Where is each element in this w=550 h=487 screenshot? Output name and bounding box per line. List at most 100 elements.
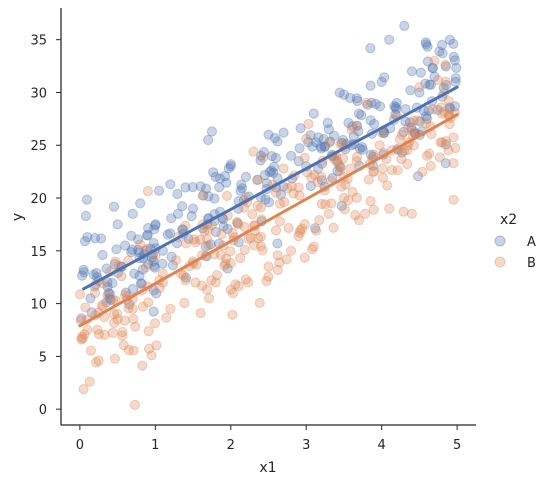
data-point [111,244,122,255]
data-point [344,92,356,104]
data-point [123,344,134,356]
data-point [362,99,373,110]
data-point [84,376,95,387]
x-tick-label: 4 [378,438,386,453]
data-point [286,245,297,256]
data-point [127,303,138,314]
data-point [310,137,321,148]
data-point [363,174,374,185]
data-point [134,270,145,281]
data-point [412,115,423,126]
data-point [365,115,376,126]
data-point [258,152,269,163]
data-point [450,73,461,84]
data-point [255,202,267,213]
data-point [165,228,176,239]
data-point [347,186,358,197]
data-point [421,111,432,122]
data-point [436,102,447,113]
y-tick-label: 10 [30,298,47,313]
data-point [422,56,433,67]
data-point [293,231,304,242]
data-point [151,340,162,351]
data-point [108,201,120,212]
data-point [197,190,209,201]
data-point [376,76,387,88]
data-point [252,174,263,185]
data-point [261,178,272,189]
data-point [335,162,346,173]
data-point [402,145,413,156]
data-point [137,264,148,275]
data-point [149,318,161,329]
data-point [440,158,451,169]
data-point [259,170,270,181]
data-point [450,142,461,154]
data-point [172,208,184,219]
data-point [130,321,141,332]
data-point [203,240,214,251]
data-point [269,132,280,144]
data-point [154,282,165,294]
data-point [149,260,160,271]
data-point [221,177,232,188]
data-point [261,275,272,287]
data-point [201,234,213,245]
data-point [120,240,131,251]
data-point [305,130,316,141]
data-point [243,277,254,288]
data-point [303,118,314,130]
fit-line-a [82,85,459,291]
data-point [434,152,445,163]
data-point [240,171,251,182]
legend-marker-a [494,235,506,247]
data-point [384,203,395,214]
data-point [263,271,274,282]
data-point [448,38,459,50]
data-point [209,193,220,204]
data-point [143,223,154,234]
data-point [314,215,325,226]
data-point [109,353,121,364]
data-point [112,314,123,325]
data-point [375,101,386,112]
data-point [76,313,87,324]
data-point [222,263,233,274]
data-point [421,150,433,161]
data-point [437,137,448,148]
data-point [149,262,160,273]
data-point [396,129,408,140]
legend-marker-b [494,256,506,268]
data-point [180,275,191,286]
data-point [352,95,363,107]
data-point [437,48,448,59]
data-point [299,252,310,263]
data-point [339,204,350,215]
data-point [274,198,286,209]
data-point [179,297,190,309]
data-point [225,246,236,257]
data-point [180,272,192,283]
data-point [332,156,343,167]
data-point [266,151,277,162]
data-point [78,267,90,278]
data-point [420,37,431,48]
data-point [144,343,155,354]
data-point [402,122,414,133]
data-point [101,263,112,274]
data-point [322,117,333,129]
data-point [116,271,127,282]
data-point [323,124,334,135]
data-point [183,233,194,244]
data-point [86,307,97,318]
data-point [80,210,92,222]
data-point [332,166,343,177]
data-point [448,158,459,169]
data-point [269,161,280,172]
data-point [360,208,371,219]
data-point [365,149,376,160]
data-point [270,187,282,198]
data-point [205,239,216,250]
data-point [379,72,390,83]
